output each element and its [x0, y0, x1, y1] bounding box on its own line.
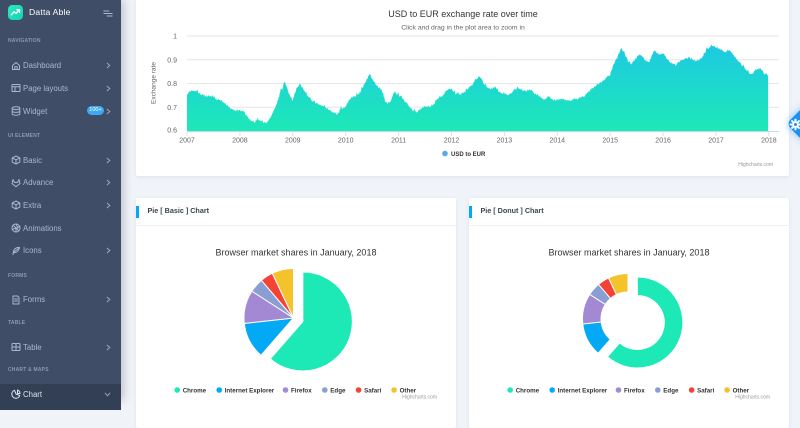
svg-text:Firefox: Firefox: [291, 387, 312, 394]
svg-text:2014: 2014: [550, 138, 566, 145]
svg-text:USD to EUR: USD to EUR: [451, 152, 486, 158]
svg-text:0.9: 0.9: [167, 57, 177, 64]
svg-text:Highcharts.com: Highcharts.com: [735, 395, 770, 401]
svg-text:2013: 2013: [497, 138, 513, 145]
svg-text:Exchange rate: Exchange rate: [151, 62, 158, 104]
svg-text:Edge: Edge: [330, 387, 346, 394]
svg-text:1: 1: [173, 34, 177, 41]
svg-text:USD to EUR exchange rate over: USD to EUR exchange rate over time: [388, 9, 538, 19]
svg-text:2015: 2015: [602, 138, 618, 145]
svg-text:2011: 2011: [391, 138, 406, 145]
svg-text:Highcharts.com: Highcharts.com: [402, 395, 437, 401]
svg-text:Browser market shares in Janua: Browser market shares in January, 2018: [549, 248, 710, 258]
svg-text:2009: 2009: [285, 138, 301, 145]
svg-text:0.8: 0.8: [167, 81, 177, 88]
svg-text:2010: 2010: [338, 138, 354, 145]
svg-text:2012: 2012: [444, 138, 460, 145]
svg-text:2018: 2018: [761, 138, 777, 145]
svg-text:Firefox: Firefox: [624, 387, 645, 394]
svg-text:Safari: Safari: [364, 387, 381, 394]
svg-text:Other: Other: [733, 387, 750, 394]
svg-text:2007: 2007: [179, 138, 195, 145]
svg-text:2016: 2016: [655, 138, 671, 145]
svg-text:Edge: Edge: [663, 387, 679, 394]
svg-text:Highcharts.com: Highcharts.com: [738, 162, 773, 168]
svg-text:2008: 2008: [232, 138, 248, 145]
svg-text:0.7: 0.7: [167, 105, 177, 112]
svg-text:0.6: 0.6: [167, 128, 177, 135]
svg-text:Internet Explorer: Internet Explorer: [558, 387, 608, 394]
svg-text:Click and drag in the plot are: Click and drag in the plot area to zoom …: [401, 25, 525, 32]
svg-text:Safari: Safari: [697, 387, 714, 394]
svg-text:2017: 2017: [708, 138, 724, 145]
svg-text:Other: Other: [400, 387, 417, 394]
svg-text:Internet Explorer: Internet Explorer: [225, 387, 275, 394]
svg-text:Chrome: Chrome: [183, 387, 207, 394]
svg-text:Chrome: Chrome: [516, 387, 540, 394]
svg-text:Browser market shares in Janua: Browser market shares in January, 2018: [216, 248, 377, 258]
